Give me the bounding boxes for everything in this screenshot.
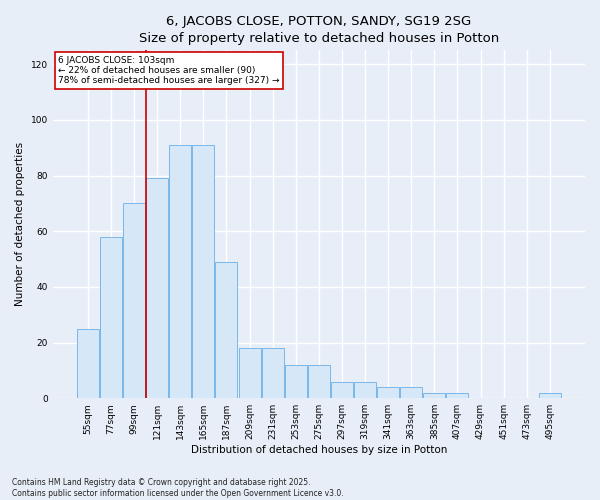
Bar <box>100 237 122 398</box>
Bar <box>308 365 330 398</box>
Bar <box>539 392 561 398</box>
Bar <box>285 365 307 398</box>
Bar <box>77 328 99 398</box>
Title: 6, JACOBS CLOSE, POTTON, SANDY, SG19 2SG
Size of property relative to detached h: 6, JACOBS CLOSE, POTTON, SANDY, SG19 2SG… <box>139 15 499 45</box>
Bar <box>446 392 469 398</box>
Bar <box>193 145 214 398</box>
Bar <box>262 348 284 398</box>
Text: 6 JACOBS CLOSE: 103sqm
← 22% of detached houses are smaller (90)
78% of semi-det: 6 JACOBS CLOSE: 103sqm ← 22% of detached… <box>58 56 280 86</box>
Bar <box>123 204 145 398</box>
Bar <box>215 262 238 398</box>
Y-axis label: Number of detached properties: Number of detached properties <box>15 142 25 306</box>
Bar <box>169 145 191 398</box>
Text: Contains HM Land Registry data © Crown copyright and database right 2025.
Contai: Contains HM Land Registry data © Crown c… <box>12 478 344 498</box>
X-axis label: Distribution of detached houses by size in Potton: Distribution of detached houses by size … <box>191 445 447 455</box>
Bar <box>354 382 376 398</box>
Bar <box>331 382 353 398</box>
Bar <box>424 392 445 398</box>
Bar <box>239 348 260 398</box>
Bar <box>400 387 422 398</box>
Bar <box>146 178 168 398</box>
Bar <box>377 387 399 398</box>
